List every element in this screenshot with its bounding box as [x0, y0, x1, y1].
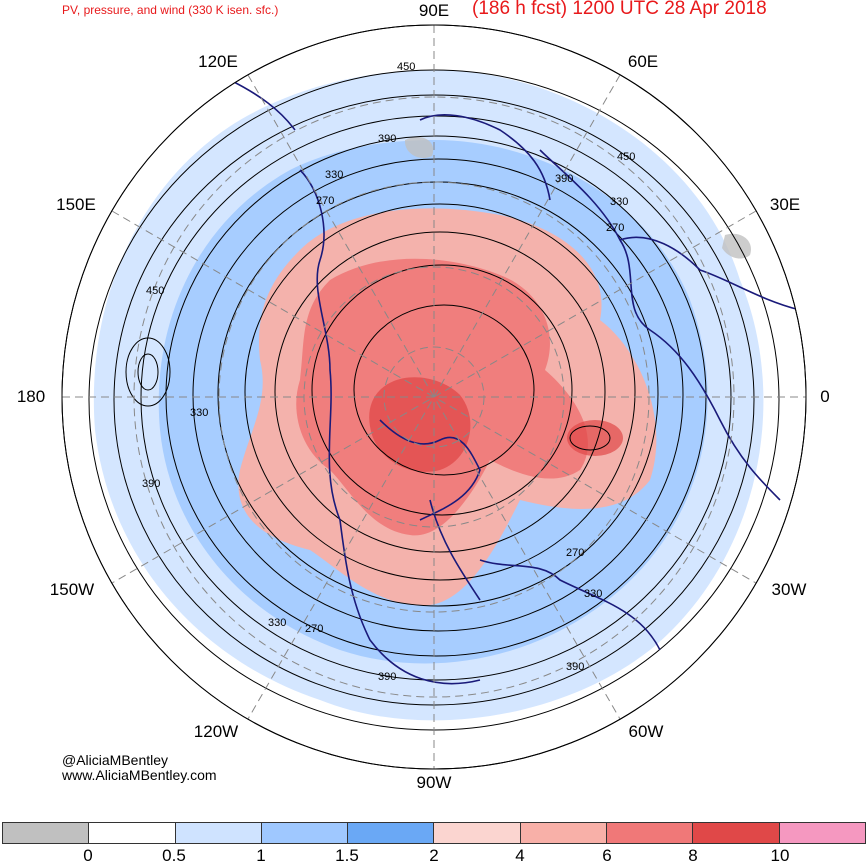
contour-label: 270: [566, 547, 584, 559]
lon-label-60w: 60W: [628, 722, 664, 741]
map-title-right: (186 h fcst) 1200 UTC 28 Apr 2018: [472, 0, 767, 19]
pv-gray-patch: [722, 233, 751, 259]
contour-label: 270: [606, 222, 624, 234]
colorbar-tick: 1: [256, 846, 266, 865]
colorbar-tick: 0: [83, 846, 93, 865]
lon-label-120w: 120W: [193, 722, 239, 741]
credit-site: www.AliciaMBentley.com: [62, 767, 217, 783]
contour-label: 450: [146, 285, 164, 297]
map-title-left: PV, pressure, and wind (330 K isen. sfc.…: [62, 3, 279, 17]
colorbar-segment: [348, 823, 435, 843]
pv-red-spot: [567, 420, 623, 456]
colorbar-tick: 8: [688, 846, 698, 865]
lon-label-30w: 30W: [771, 580, 807, 599]
contour-label: 330: [610, 196, 628, 208]
lon-label-120e: 120E: [198, 52, 238, 71]
colorbar-segment: [89, 823, 176, 843]
lon-label-150w: 150W: [49, 580, 95, 599]
contour-label: 330: [268, 617, 286, 629]
contour-label: 390: [566, 661, 584, 673]
contour-label: 330: [584, 588, 602, 600]
lon-label-30e: 30E: [769, 195, 801, 214]
contour-label: 390: [142, 478, 160, 490]
contour-label: 270: [316, 195, 334, 207]
pv-red-dark: [369, 377, 471, 472]
colorbar-segment: [175, 823, 262, 843]
colorbar: [2, 822, 866, 844]
contour-label: 390: [555, 173, 573, 185]
colorbar-tick: 1.5: [335, 846, 359, 865]
lon-label-90w: 90W: [416, 773, 452, 792]
pv-gray-patch2: [404, 136, 434, 159]
lon-label-180: 180: [16, 387, 46, 406]
colorbar-tick: 4: [515, 846, 525, 865]
coastlines: [229, 79, 801, 685]
contour-label: 450: [617, 151, 635, 163]
lon-label-0: 0: [820, 387, 830, 406]
colorbar-segment: [693, 823, 780, 843]
colorbar-segment: [607, 823, 694, 843]
lon-label-150e: 150E: [56, 195, 96, 214]
contour-label: 450: [397, 61, 415, 73]
lon-label-60e: 60E: [627, 52, 659, 71]
colorbar-tick: 0.5: [162, 846, 186, 865]
colorbar-segment: [3, 823, 90, 843]
colorbar-segment: [261, 823, 349, 843]
credit-handle: @AliciaMBentley: [62, 752, 169, 768]
colorbar-segment: [520, 823, 608, 843]
polar-map: 450 390 330 270 390 450 330 270 450 330 …: [61, 24, 807, 770]
contour-label: 330: [190, 407, 208, 419]
colorbar-segment: [779, 823, 865, 843]
lon-label-90e: 90E: [418, 1, 450, 20]
colorbar-segment: [434, 823, 521, 843]
graticule: [62, 25, 806, 769]
contour-label: 390: [378, 671, 396, 683]
contour-label: 330: [325, 169, 343, 181]
contour-label: 270: [305, 623, 323, 635]
colorbar-tick: 6: [602, 846, 612, 865]
contour-label: 390: [378, 133, 396, 145]
colorbar-tick: 2: [429, 846, 439, 865]
colorbar-tick: 10: [770, 846, 790, 865]
